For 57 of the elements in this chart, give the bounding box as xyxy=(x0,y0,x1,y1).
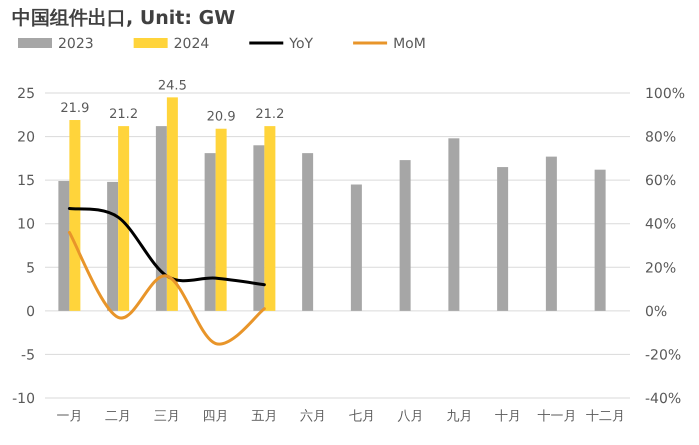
data-label: 21.2 xyxy=(109,107,138,122)
y2-tick-label: 100% xyxy=(645,86,686,102)
x-tick-label: 五月 xyxy=(251,409,278,424)
x-tick-label: 九月 xyxy=(446,409,472,424)
bar xyxy=(302,153,314,311)
legend-label: 2023 xyxy=(58,36,94,52)
bar xyxy=(166,97,178,311)
x-tick-label: 十二月 xyxy=(586,409,626,424)
x-tick-label: 八月 xyxy=(398,409,424,424)
y-tick-label: 20 xyxy=(17,130,35,146)
bar xyxy=(156,126,167,311)
bar xyxy=(448,138,460,311)
bar xyxy=(594,170,606,311)
bar xyxy=(107,182,118,311)
x-tick-label: 四月 xyxy=(202,409,229,424)
y2-tick-label: -20% xyxy=(645,347,682,364)
x-tick-label: 二月 xyxy=(105,409,132,424)
bar xyxy=(264,126,276,311)
data-label: 21.2 xyxy=(255,107,284,122)
x-tick-label: 十月 xyxy=(495,409,522,424)
bar xyxy=(118,126,130,311)
legend-label: YoY xyxy=(288,36,314,52)
bar xyxy=(204,153,216,311)
bar xyxy=(400,160,411,311)
y-tick-label: 10 xyxy=(17,216,35,233)
y2-tick-label: 0% xyxy=(645,304,668,320)
legend-label: 2024 xyxy=(174,36,210,52)
y-tick-label: -5 xyxy=(21,347,35,364)
bar xyxy=(69,120,80,311)
y-tick-label: 5 xyxy=(26,260,35,276)
y2-tick-label: 20% xyxy=(645,260,676,276)
bar xyxy=(253,145,264,311)
bar xyxy=(58,181,70,311)
y-tick-label: 25 xyxy=(17,86,35,102)
line-series xyxy=(68,206,266,286)
y-tick-label: 15 xyxy=(17,173,35,190)
legend-label: MoM xyxy=(393,36,426,52)
chart-title: 中国组件出口, Unit: GW xyxy=(12,7,236,29)
x-tick-label: 六月 xyxy=(300,409,326,424)
data-label: 21.9 xyxy=(60,101,90,116)
bar xyxy=(350,184,362,311)
y-tick-label: 0 xyxy=(26,304,35,320)
y2-tick-label: 80% xyxy=(645,130,676,146)
y2-tick-label: 60% xyxy=(645,173,676,190)
line-series xyxy=(68,230,266,346)
bar xyxy=(216,128,227,311)
x-tick-label: 一月 xyxy=(56,409,82,424)
bar xyxy=(497,167,508,311)
data-label: 20.9 xyxy=(206,110,236,125)
data-label: 24.5 xyxy=(158,78,187,94)
bar xyxy=(546,156,557,311)
y2-tick-label: 40% xyxy=(645,216,676,233)
x-tick-label: 十一月 xyxy=(537,409,576,424)
x-tick-label: 七月 xyxy=(348,409,375,424)
x-tick-label: 三月 xyxy=(154,409,180,424)
y-tick-label: -10 xyxy=(12,391,35,407)
y2-tick-label: -40% xyxy=(645,391,682,407)
